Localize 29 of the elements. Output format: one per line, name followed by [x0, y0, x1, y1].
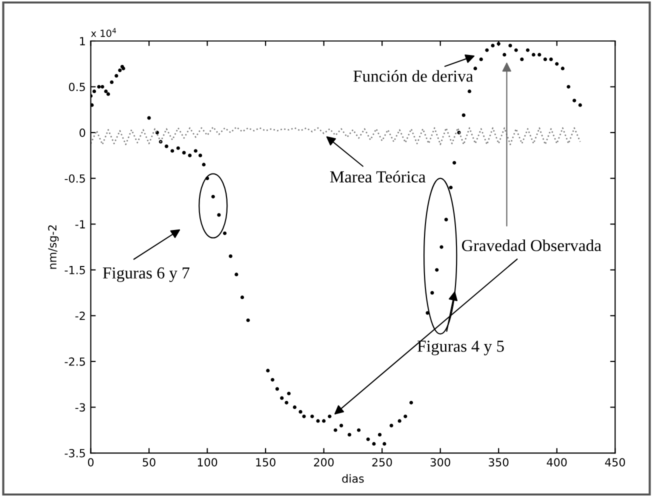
text: x 10$^{4}$: [91, 28, 116, 37]
annotation: Marea Teórica: [330, 170, 426, 183]
y-tick-label: 0: [80, 128, 86, 137]
x-tick-label: 50: [142, 458, 156, 466]
annotation: Figuras 6 y 7: [102, 267, 190, 282]
x-tick-label: 300: [430, 458, 450, 466]
y-tick-label: 0.5: [68, 82, 85, 92]
x-tick-label: 250: [372, 458, 392, 466]
annotation: Gravedad Observada: [462, 239, 602, 252]
y-tick-label: -3.5: [64, 448, 85, 458]
x-tick-label: 400: [546, 458, 567, 466]
annotation: Función de deriva: [353, 70, 474, 82]
x-axis-title: dias: [342, 474, 364, 483]
annotation: Figuras 4 y 5: [418, 340, 504, 356]
y-tick-label: -1: [75, 220, 85, 228]
y-tick-label: -2.5: [64, 357, 85, 366]
x-tick-label: 150: [256, 458, 276, 466]
x-tick-label: 0: [88, 458, 94, 466]
x-tick-label: 350: [488, 458, 508, 466]
y-tick-label: -2: [75, 312, 85, 320]
y-tick-label: -3: [75, 403, 86, 412]
line-series: [90, 126, 581, 146]
y-tick-label: -1.5: [64, 266, 85, 274]
y-axis-title: nm/sg-2: [48, 225, 59, 269]
x-tick-label: 200: [314, 458, 334, 466]
x-tick-label: 450: [605, 458, 625, 466]
x-tick-label: 100: [198, 458, 218, 466]
y-tick-label: -0.5: [64, 174, 85, 183]
y-tick-label: 1: [80, 37, 85, 46]
